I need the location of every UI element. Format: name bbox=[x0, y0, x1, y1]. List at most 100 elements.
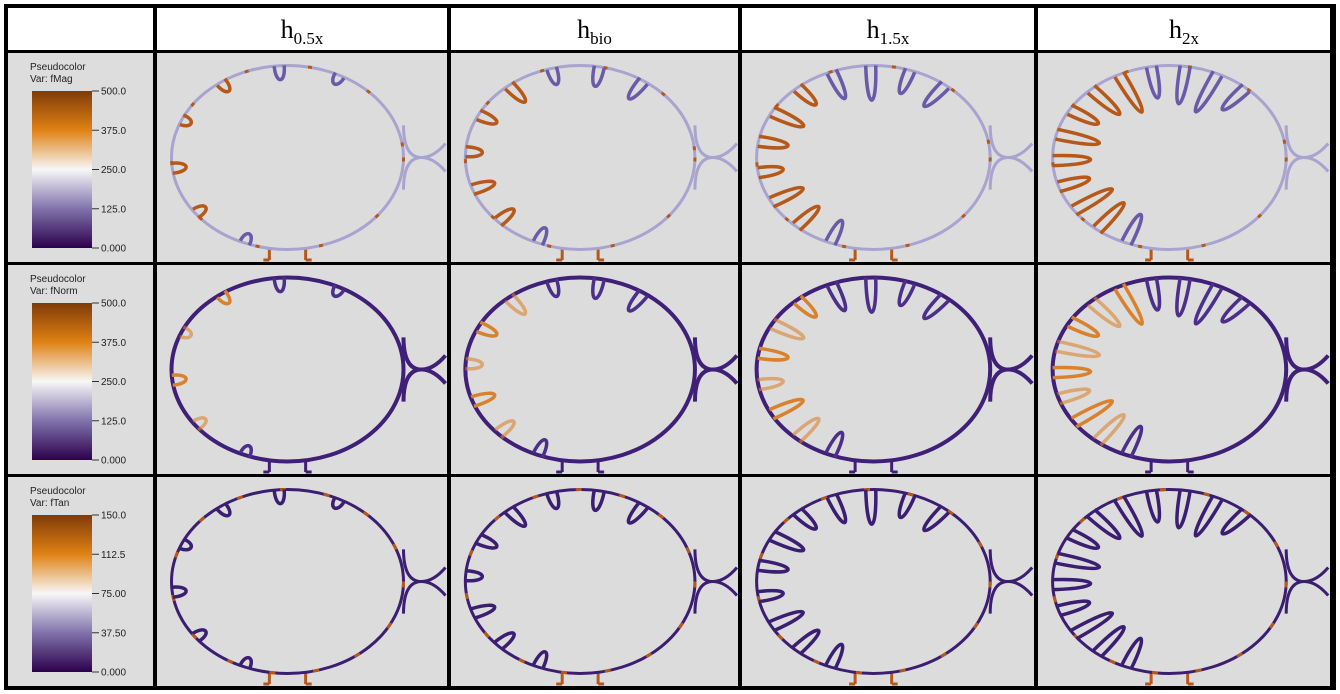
membrane-loop bbox=[792, 506, 819, 531]
header-cell bbox=[742, 8, 1034, 50]
membrane-highlight bbox=[463, 64, 697, 251]
membrane-loop bbox=[272, 489, 287, 506]
membrane-loop bbox=[1066, 527, 1101, 551]
membrane-loop bbox=[1144, 277, 1162, 312]
column-header: h1.5x bbox=[867, 15, 910, 48]
membrane-highlight bbox=[1051, 488, 1288, 675]
membrane-loop bbox=[1175, 489, 1192, 530]
membrane-loop bbox=[1070, 186, 1115, 217]
membrane-loop bbox=[1086, 296, 1122, 329]
junction bbox=[693, 549, 739, 614]
membrane-loop bbox=[504, 80, 528, 104]
stub bbox=[556, 248, 564, 262]
membrane-loop bbox=[531, 438, 549, 458]
membrane-loop bbox=[272, 277, 287, 294]
stub bbox=[1145, 248, 1153, 262]
membrane-loop bbox=[824, 430, 845, 459]
membrane-loop bbox=[591, 65, 606, 89]
membrane-loop bbox=[331, 495, 346, 511]
stub bbox=[1186, 672, 1194, 686]
simulation-image bbox=[742, 53, 1034, 262]
membrane-loop bbox=[465, 144, 485, 159]
membrane-loop bbox=[545, 66, 561, 87]
image-background bbox=[742, 265, 1034, 474]
membrane-loop bbox=[1066, 315, 1101, 339]
membrane-loop bbox=[1092, 200, 1126, 235]
membrane-loop bbox=[272, 65, 287, 82]
stub bbox=[304, 672, 312, 686]
membrane-loop bbox=[1193, 282, 1224, 326]
membrane-loop bbox=[757, 134, 790, 150]
header-cell bbox=[451, 8, 738, 50]
membrane-loop bbox=[179, 537, 193, 552]
junction bbox=[1284, 125, 1330, 190]
membrane-loop bbox=[1220, 295, 1251, 324]
stub bbox=[890, 672, 898, 686]
membrane-loop bbox=[792, 82, 819, 107]
image-background bbox=[157, 53, 447, 262]
membrane-loop bbox=[626, 76, 649, 101]
membrane-loop bbox=[238, 655, 253, 671]
membrane-loop bbox=[626, 500, 649, 525]
membrane-loop bbox=[922, 292, 951, 321]
colorbar-tick-label: 0.000 bbox=[101, 244, 126, 255]
simulation-image bbox=[451, 477, 739, 686]
colorbar-tick-label: 250.0 bbox=[101, 165, 126, 176]
colorbar-tick-label: 112.5 bbox=[101, 550, 126, 561]
simulation-image bbox=[742, 265, 1034, 474]
membrane-loop bbox=[545, 278, 561, 299]
membrane-loop bbox=[238, 231, 253, 247]
simulation-image bbox=[157, 53, 447, 262]
membrane-loop bbox=[1193, 494, 1224, 538]
membrane-loop bbox=[465, 356, 485, 371]
simulation-image bbox=[451, 53, 739, 262]
colorbar-tick-label: 75.00 bbox=[101, 589, 126, 600]
stub bbox=[1145, 672, 1153, 686]
membrane-loop bbox=[626, 288, 649, 313]
header-cell bbox=[8, 8, 153, 50]
membrane-loop bbox=[1056, 387, 1092, 406]
membrane-loop bbox=[757, 164, 785, 180]
header-base: h bbox=[1169, 15, 1182, 44]
membrane-loop bbox=[1092, 624, 1126, 659]
membrane-loop bbox=[179, 113, 193, 128]
junction bbox=[1284, 337, 1330, 402]
colorbar bbox=[32, 91, 92, 248]
membrane-loop bbox=[179, 325, 193, 340]
membrane-loop bbox=[922, 504, 951, 533]
membrane-loop bbox=[1220, 83, 1251, 112]
membrane-loop bbox=[824, 642, 845, 671]
membrane-loop bbox=[531, 226, 549, 246]
membrane-loop bbox=[1175, 65, 1192, 106]
header-base: h bbox=[281, 15, 294, 44]
membrane-loop bbox=[331, 283, 346, 299]
membrane-loop bbox=[863, 489, 878, 526]
junction bbox=[988, 125, 1034, 190]
membrane-loop bbox=[757, 376, 785, 392]
column-header: h0.5x bbox=[281, 15, 324, 48]
membrane-loop bbox=[470, 391, 497, 409]
legend-title: Pseudocolor bbox=[30, 486, 86, 497]
membrane-loop bbox=[1120, 636, 1144, 671]
membrane-loop bbox=[1052, 365, 1093, 380]
header-sub: 1.5x bbox=[880, 29, 910, 48]
membrane-loop bbox=[470, 603, 497, 621]
membrane-loop bbox=[215, 77, 232, 94]
legend-var: Var: fNorm bbox=[30, 286, 78, 297]
colorbar-tick-label: 0.000 bbox=[101, 668, 126, 679]
membrane-loop bbox=[825, 492, 848, 525]
membrane-loop bbox=[238, 443, 253, 459]
image-background bbox=[157, 265, 447, 474]
membrane-highlight bbox=[1051, 64, 1288, 251]
membrane-loop bbox=[1070, 398, 1115, 429]
junction bbox=[692, 337, 739, 402]
membrane-loop bbox=[769, 105, 806, 129]
colorbar-tick-label: 500.0 bbox=[101, 87, 126, 98]
membrane-highlight bbox=[755, 488, 992, 675]
colorbar-tick-label: 125.0 bbox=[101, 416, 126, 427]
membrane-loop bbox=[897, 279, 917, 308]
membrane-loop bbox=[531, 650, 549, 670]
membrane-loop bbox=[171, 585, 188, 599]
colorbar-tick-label: 500.0 bbox=[101, 299, 126, 310]
